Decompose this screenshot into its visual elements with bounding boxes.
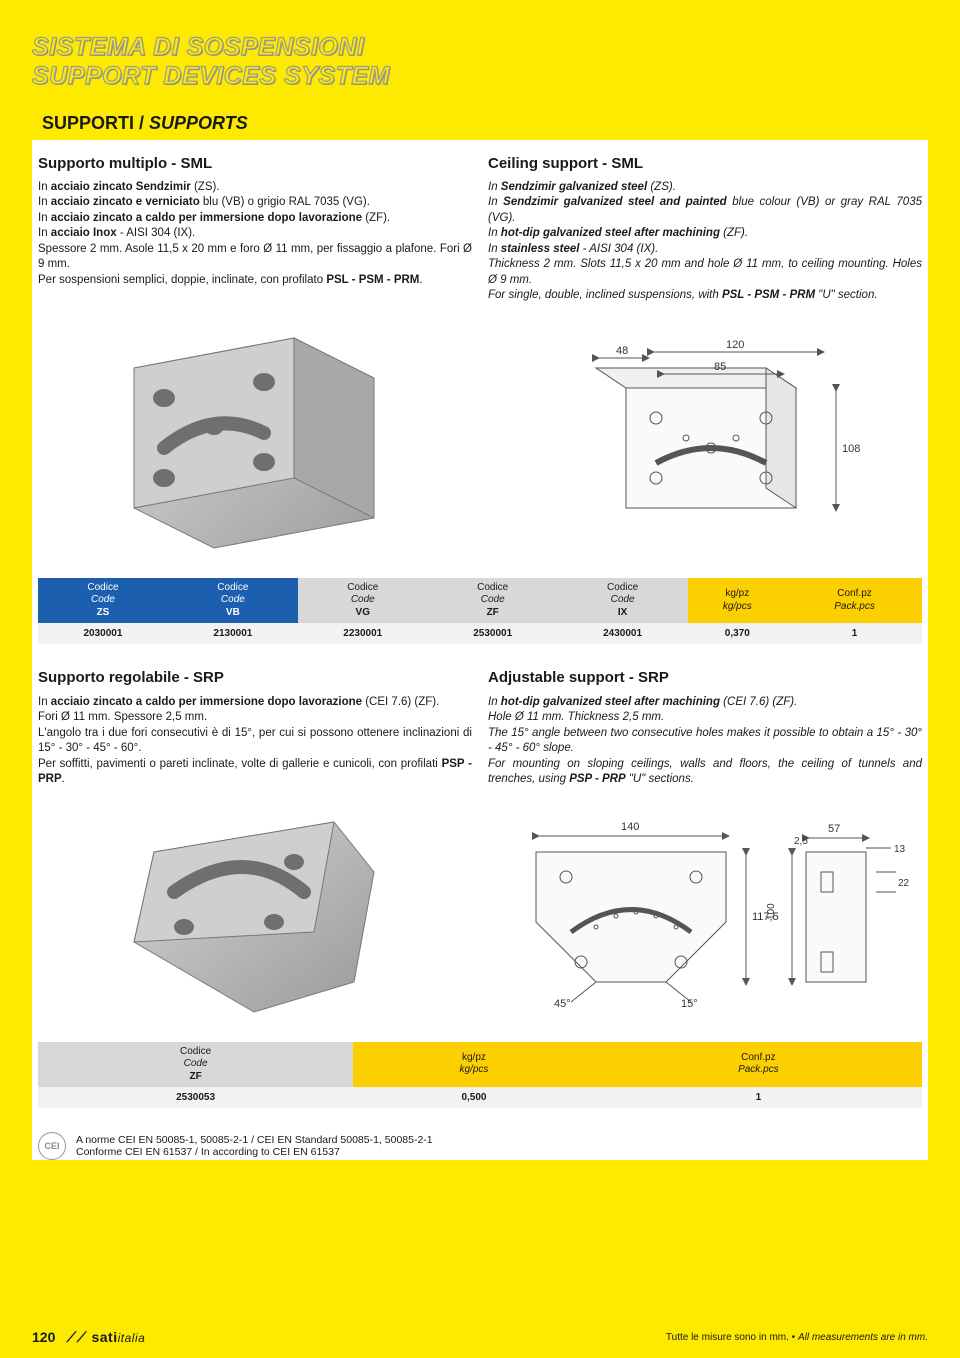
table-header: CodiceCodeIX <box>558 578 688 624</box>
table-header: kg/pzkg/pcs <box>353 1042 595 1088</box>
dim-120: 120 <box>726 339 744 351</box>
srp-en-p3: The 15° angle between two consecutive ho… <box>488 726 922 757</box>
page-number: 120 <box>32 1329 55 1345</box>
sml-en-p3: In hot-dip galvanized steel after machin… <box>488 226 922 242</box>
norms-text: A norme CEI EN 50085-1, 50085-2-1 / CEI … <box>76 1134 433 1158</box>
section-title: SUPPORTI / SUPPORTS <box>42 113 918 134</box>
srp-diagram: 140 117,5 45° 15° 57 2,5 13 100 22 <box>490 812 922 1012</box>
sml-it-p6: Per sospensioni semplici, doppie, inclin… <box>38 273 472 289</box>
section-title-it: SUPPORTI <box>42 113 134 133</box>
table-header: CodiceCodeVB <box>168 578 298 624</box>
table-cell: 1 <box>787 623 922 644</box>
brand-pre: ⟋⟋ <box>66 1329 91 1345</box>
header-title-it: SISTEMA DI SOSPENSIONI <box>32 33 928 62</box>
srp-en-title: Adjustable support - SRP <box>488 668 922 688</box>
dim-22: 22 <box>898 878 910 889</box>
srp-it-col: Supporto regolabile - SRP In acciaio zin… <box>38 668 472 787</box>
dim-45deg: 45° <box>554 998 571 1010</box>
table-cell: 0,370 <box>688 623 788 644</box>
content-area: SUPPORTI / SUPPORTS Supporto multiplo - … <box>32 107 928 1161</box>
header-title-en: SUPPORT DEVICES SYSTEM <box>32 62 928 91</box>
sml-it-title: Supporto multiplo - SML <box>38 154 472 174</box>
srp-en-p4: For mounting on sloping ceilings, walls … <box>488 757 922 788</box>
content: Supporto multiplo - SML In acciaio zinca… <box>32 154 928 1161</box>
norms-line2: Conforme CEI EN 61537 / In according to … <box>76 1146 433 1158</box>
sml-table: CodiceCodeZSCodiceCodeVBCodiceCodeVGCodi… <box>38 578 922 645</box>
srp-table: CodiceCodeZFkg/pzkg/pcsConf.pzPack.pcs 2… <box>38 1042 922 1109</box>
brand-main: sati <box>91 1329 117 1345</box>
footer-note-it: Tutte le misure sono in mm. • <box>666 1332 798 1343</box>
footer-note: Tutte le misure sono in mm. • All measur… <box>666 1332 928 1343</box>
dim-100: 100 <box>766 903 777 920</box>
srp-text-row: Supporto regolabile - SRP In acciaio zin… <box>38 668 922 787</box>
dim-48: 48 <box>616 345 628 357</box>
table-cell: 2230001 <box>298 623 428 644</box>
header: SISTEMA DI SOSPENSIONI SUPPORT DEVICES S… <box>32 25 928 101</box>
table-header: CodiceCodeZF <box>38 1042 353 1088</box>
table-cell: 2030001 <box>38 623 168 644</box>
footer-left: 120 ⟋⟋ satiitalia <box>32 1329 145 1346</box>
sml-it-p4: In acciaio Inox - AISI 304 (IX). <box>38 226 472 242</box>
brand: ⟋⟋ satiitalia <box>66 1329 145 1345</box>
section-title-sep: / <box>134 113 149 133</box>
table-cell: 2130001 <box>168 623 298 644</box>
srp-image-row: 140 117,5 45° 15° 57 2,5 13 100 22 <box>38 802 922 1022</box>
norm-badge-icon: CEI <box>38 1132 66 1160</box>
sml-en-p5: Thickness 2 mm. Slots 11,5 x 20 mm and h… <box>488 257 922 288</box>
dim-85: 85 <box>714 361 726 373</box>
dim-140: 140 <box>621 821 639 833</box>
table-cell: 1 <box>595 1087 922 1108</box>
srp-en-p2: Hole Ø 11 mm. Thickness 2,5 mm. <box>488 710 922 726</box>
section-band: SUPPORTI / SUPPORTS <box>32 107 928 140</box>
table-cell: 0,500 <box>353 1087 595 1108</box>
norms-line1: A norme CEI EN 50085-1, 50085-2-1 / CEI … <box>76 1134 433 1146</box>
dim-108: 108 <box>842 443 860 455</box>
footer: 120 ⟋⟋ satiitalia Tutte le misure sono i… <box>32 1329 928 1346</box>
sml-en-p4: In stainless steel - AISI 304 (IX). <box>488 242 922 258</box>
table-header: CodiceCodeVG <box>298 578 428 624</box>
sml-en-p2: In Sendzimir galvanized steel and painte… <box>488 195 922 226</box>
table-header: CodiceCodeZS <box>38 578 168 624</box>
dim-25: 2,5 <box>794 836 808 847</box>
srp-photo <box>38 802 470 1022</box>
sml-en-col: Ceiling support - SML In Sendzimir galva… <box>488 154 922 304</box>
dim-15deg: 15° <box>681 998 698 1010</box>
dim-13: 13 <box>894 844 906 855</box>
table-cell: 2530053 <box>38 1087 353 1108</box>
srp-it-p3: L'angolo tra i due fori consecutivi è di… <box>38 726 472 757</box>
sml-en-p6: For single, double, inclined suspensions… <box>488 288 922 304</box>
sml-photo <box>38 318 470 558</box>
table-header: CodiceCodeZF <box>428 578 558 624</box>
srp-en-col: Adjustable support - SRP In hot-dip galv… <box>488 668 922 787</box>
sml-en-title: Ceiling support - SML <box>488 154 922 174</box>
dim-57: 57 <box>828 823 840 835</box>
srp-en-p1: In hot-dip galvanized steel after machin… <box>488 695 922 711</box>
srp-it-p4: Per soffitti, pavimenti o pareti inclina… <box>38 757 472 788</box>
sml-it-col: Supporto multiplo - SML In acciaio zinca… <box>38 154 472 304</box>
norms-row: CEI A norme CEI EN 50085-1, 50085-2-1 / … <box>38 1132 922 1160</box>
sml-diagram: 48 120 85 108 <box>490 338 922 538</box>
sml-it-p3: In acciaio zincato a caldo per immersion… <box>38 211 472 227</box>
sml-it-p5: Spessore 2 mm. Asole 11,5 x 20 mm e foro… <box>38 242 472 273</box>
table-header: kg/pzkg/pcs <box>688 578 788 624</box>
sml-it-p1: In acciaio zincato Sendzimir (ZS). <box>38 180 472 196</box>
srp-it-title: Supporto regolabile - SRP <box>38 668 472 688</box>
page: SISTEMA DI SOSPENSIONI SUPPORT DEVICES S… <box>0 0 960 1358</box>
footer-note-en: All measurements are in mm. <box>798 1332 928 1343</box>
table-header: Conf.pzPack.pcs <box>787 578 922 624</box>
section-title-en: SUPPORTS <box>149 113 248 133</box>
table-cell: 2530001 <box>428 623 558 644</box>
sml-en-p1: In Sendzimir galvanized steel (ZS). <box>488 180 922 196</box>
srp-it-p1: In acciaio zincato a caldo per immersion… <box>38 695 472 711</box>
sml-text-row: Supporto multiplo - SML In acciaio zinca… <box>38 154 922 304</box>
table-header: Conf.pzPack.pcs <box>595 1042 922 1088</box>
sml-image-row: 48 120 85 108 <box>38 318 922 558</box>
sml-it-p2: In acciaio zincato e verniciato blu (VB)… <box>38 195 472 211</box>
srp-it-p2: Fori Ø 11 mm. Spessore 2,5 mm. <box>38 710 472 726</box>
brand-suffix: italia <box>118 1331 146 1345</box>
table-cell: 2430001 <box>558 623 688 644</box>
